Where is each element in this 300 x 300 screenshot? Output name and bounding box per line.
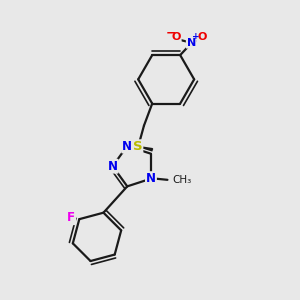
Text: −: − (166, 27, 177, 40)
Text: S: S (133, 140, 142, 153)
Text: CH₃: CH₃ (172, 175, 191, 185)
Text: N: N (187, 38, 196, 48)
Text: N: N (122, 140, 132, 152)
Text: +: + (192, 32, 200, 41)
Text: O: O (171, 32, 181, 42)
Text: N: N (108, 160, 118, 173)
Text: O: O (198, 32, 207, 42)
Text: N: N (146, 172, 156, 185)
Text: F: F (67, 211, 75, 224)
